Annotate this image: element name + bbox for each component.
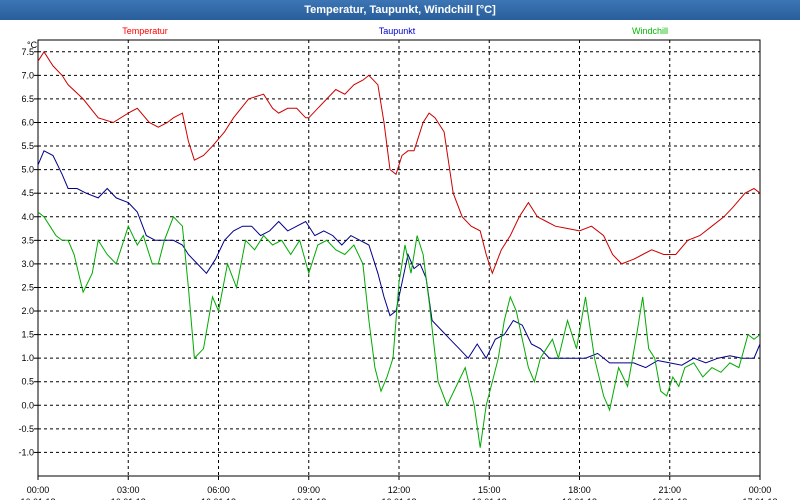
x-tick-date: 16.01.18 [20,497,55,500]
series-line-taupunkt [37,150,761,369]
y-tick-label: 1.0 [21,353,34,363]
y-tick-label: 6.0 [21,117,34,127]
x-tick-date: 16.01.18 [562,497,597,500]
y-tick-label: 3.0 [21,259,34,269]
series-line-temperatur [37,50,761,275]
legend-windchill: Windchill [632,26,668,36]
y-tick-label: 0.0 [21,400,34,410]
series-lines [37,50,761,448]
x-tick-time: 18:00 [568,485,591,495]
x-tick-time: 00:00 [27,485,50,495]
x-tick-time: 09:00 [297,485,320,495]
y-axis: 7.5 7.0 6.5 6.0 5.5 5.0 4.5 4.0 3.5 3.0 2.5 2.0 1.5 1… [18,47,38,457]
legend: Temperatur Taupunkt Windchill [122,26,668,36]
y-tick-label: 4.0 [21,212,34,222]
legend-temperatur: Temperatur [122,26,168,36]
y-tick-label: 0.5 [21,377,34,387]
y-tick-label: -0.5 [18,424,34,434]
y-tick-label: 4.5 [21,188,34,198]
y-tick-label: 1.5 [21,330,34,340]
y-tick-label: 7.5 [21,47,34,57]
y-tick-label: 5.0 [21,165,34,175]
x-tick-date: 16.01.18 [291,497,326,500]
y-tick-label: 5.5 [21,141,34,151]
x-tick-time: 06:00 [207,485,230,495]
x-tick-date: 16.01.18 [472,497,507,500]
y-tick-label: 2.5 [21,282,34,292]
x-axis: 00:00 16.01.18 03:00 16.01.18 06:00 16.01.18 0… [20,476,778,500]
x-tick-date: 16.01.18 [201,497,236,500]
y-tick-label: 7.0 [21,70,34,80]
x-tick-time: 03:00 [117,485,140,495]
y-tick-label: 3.5 [21,235,34,245]
y-tick-label: -1.0 [18,447,34,457]
y-axis-unit: °C [27,40,38,50]
x-tick-date: 16.01.18 [652,497,687,500]
series-line-windchill [37,211,761,448]
x-tick-date: 17.01.18 [742,497,777,500]
y-tick-label: 6.5 [21,94,34,104]
x-tick-time: 00:00 [749,485,772,495]
chart: 7.5 7.0 6.5 6.0 5.5 5.0 4.5 4.0 3.5 3.0 2.5 2.0 1.5 1… [18,26,778,500]
legend-taupunkt: Taupunkt [379,26,416,36]
y-tick-label: 2.0 [21,306,34,316]
x-tick-date: 16.01.18 [111,497,146,500]
window-title: Temperatur, Taupunkt, Windchill [°C] [0,0,800,20]
x-tick-time: 21:00 [658,485,681,495]
x-tick-time: 12:00 [388,485,411,495]
x-tick-date: 16.01.18 [381,497,416,500]
x-tick-time: 15:00 [478,485,501,495]
